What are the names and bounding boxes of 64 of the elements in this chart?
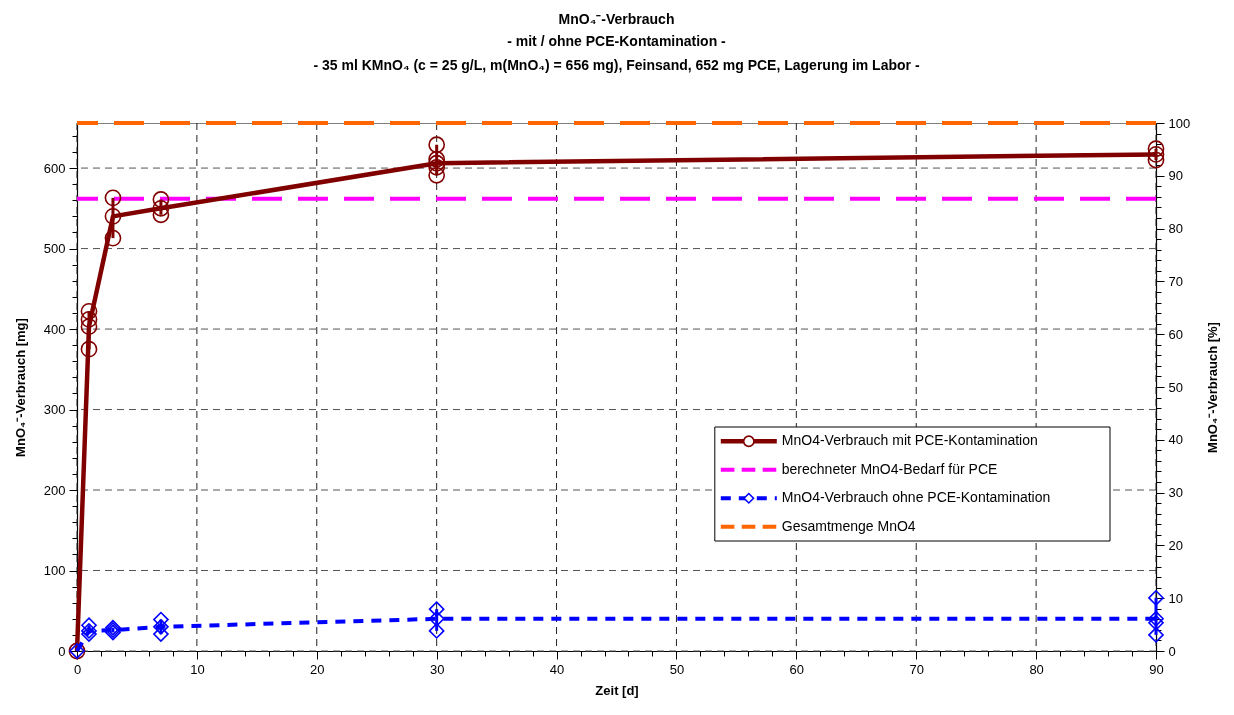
y2-tick-label: 50: [1168, 379, 1183, 395]
x-tick-label: 10: [190, 661, 205, 677]
point: [1148, 627, 1164, 643]
y2-tick-label: 60: [1168, 326, 1183, 342]
x-tick-label: 80: [1029, 661, 1044, 677]
y2-axis-title: MnO₄⁻-Verbrauch [%]: [1205, 322, 1221, 453]
point: [1148, 590, 1164, 606]
x-tick-label: 60: [789, 661, 805, 677]
y-tick-label: 500: [43, 241, 66, 257]
y2-tick-label: 10: [1168, 590, 1183, 606]
x-tick-label: 0: [73, 661, 82, 677]
point: [428, 158, 446, 176]
y2-tick-label: 90: [1168, 168, 1183, 184]
y-tick-label: 200: [43, 482, 66, 498]
point: [428, 166, 446, 184]
point: [104, 229, 122, 247]
point: [81, 617, 97, 634]
y-tick-label: 0: [58, 643, 66, 659]
x-tick-label: 30: [429, 661, 445, 677]
point: [428, 150, 446, 168]
y2-tick-label: 80: [1168, 221, 1183, 237]
point: [428, 610, 445, 627]
point: [428, 136, 446, 154]
point: [80, 340, 98, 358]
y2-tick-label: 100: [1168, 115, 1191, 131]
point: [80, 318, 98, 335]
point: [1148, 614, 1164, 631]
x-tick-label: 40: [549, 661, 565, 677]
chart-subtitle: - mit / ohne PCE-Kontamination - - 35 ml KMnO₄ (c = 25 g/L, m(MnO₄) = 656 mg), Feinsand, 652 mg PCE, Lagerung im Labor -: [313, 33, 920, 73]
legend-label: MnO4-Verbrauch ohne PCE-Kontamination: [781, 489, 1051, 506]
legend-label: berechneter MnO4-Bedarf für PCE: [781, 460, 998, 477]
x-tick-label: 70: [909, 661, 924, 677]
point: [80, 311, 98, 328]
chart-title: MnO₄⁻-Verbrauch: [558, 11, 675, 27]
point: [152, 191, 170, 208]
legend-label: Gesamtmenge MnO4: [781, 517, 916, 534]
point: [428, 601, 445, 618]
y-axis-title: MnO₄⁻-Verbrauch [mg]: [12, 318, 28, 457]
x-axis-title: Zeit [d]: [595, 682, 639, 698]
x-tick-label: 20: [310, 661, 325, 677]
y2-tick-label: 70: [1168, 273, 1183, 289]
y-tick-label: 400: [43, 321, 66, 337]
point: [152, 199, 170, 217]
y-tick-label: 100: [43, 563, 66, 579]
point: [153, 618, 169, 635]
point: [104, 189, 122, 207]
point: [1147, 146, 1165, 163]
y-tick-label: 300: [43, 402, 66, 418]
x-tick-label: 50: [669, 661, 685, 677]
point: [153, 626, 169, 642]
y-tick-label: 600: [43, 160, 66, 176]
point: [1148, 610, 1164, 627]
legend-label: MnO4-Verbrauch mit PCE-Kontamination: [781, 432, 1038, 449]
point: [104, 208, 122, 225]
point: [80, 302, 98, 320]
point: [1147, 140, 1165, 158]
point: [428, 154, 446, 172]
x-tick-label: 90: [1149, 661, 1164, 677]
point: [428, 623, 445, 639]
y2-tick-label: 20: [1168, 537, 1183, 553]
y2-tick-label: 0: [1168, 643, 1176, 659]
point: [1147, 151, 1165, 169]
y2-tick-label: 40: [1168, 432, 1183, 448]
y2-tick-label: 30: [1168, 485, 1183, 501]
